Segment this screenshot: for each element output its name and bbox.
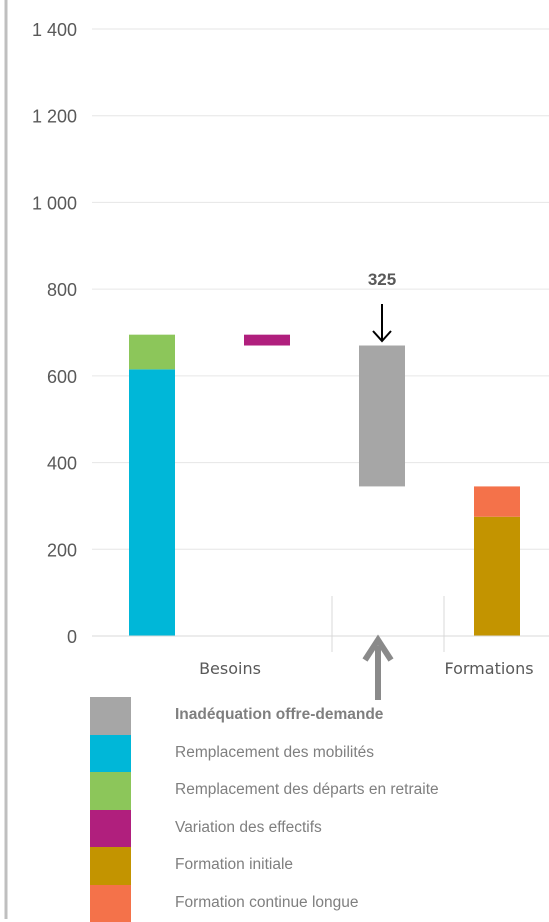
up-arrow xyxy=(365,640,391,700)
bar-segment xyxy=(474,517,520,636)
legend-label: Formation continue longue xyxy=(175,894,359,912)
legend-swatch xyxy=(90,735,131,773)
y-tick-label: 1 400 xyxy=(32,20,77,40)
y-tick-label: 800 xyxy=(47,280,77,300)
legend-swatch xyxy=(90,885,131,922)
bar-segment xyxy=(129,335,175,370)
bar-segment xyxy=(244,335,290,346)
bar-segment xyxy=(474,486,520,516)
y-tick-label: 0 xyxy=(67,627,77,647)
category-label-besoins: Besoins xyxy=(199,659,261,678)
y-axis-ticks: 0 200 400 600 800 1 000 1 200 1 400 xyxy=(32,20,77,647)
category-label-formations: Formations xyxy=(444,659,533,678)
annotation-arrow xyxy=(373,304,391,341)
y-tick-label: 400 xyxy=(47,454,77,474)
bar-segment xyxy=(129,369,175,636)
legend-label: Remplacement des mobilités xyxy=(175,744,374,762)
legend-label: Formation initiale xyxy=(175,856,293,874)
legend-swatch xyxy=(90,810,131,848)
legend-label: Variation des effectifs xyxy=(175,819,322,837)
y-tick-label: 200 xyxy=(47,540,77,560)
legend-swatch xyxy=(90,697,131,735)
annotation-value: 325 xyxy=(368,270,396,289)
y-tick-label: 1 000 xyxy=(32,193,77,213)
bars xyxy=(129,335,520,636)
y-tick-label: 600 xyxy=(47,367,77,387)
legend-swatch xyxy=(90,847,131,885)
legend-label: Inadéquation offre-demande xyxy=(175,706,383,724)
y-tick-label: 1 200 xyxy=(32,107,77,127)
legend-swatch xyxy=(90,772,131,810)
legend-label: Remplacement des départs en retraite xyxy=(175,781,439,799)
bar-segment xyxy=(359,346,405,487)
